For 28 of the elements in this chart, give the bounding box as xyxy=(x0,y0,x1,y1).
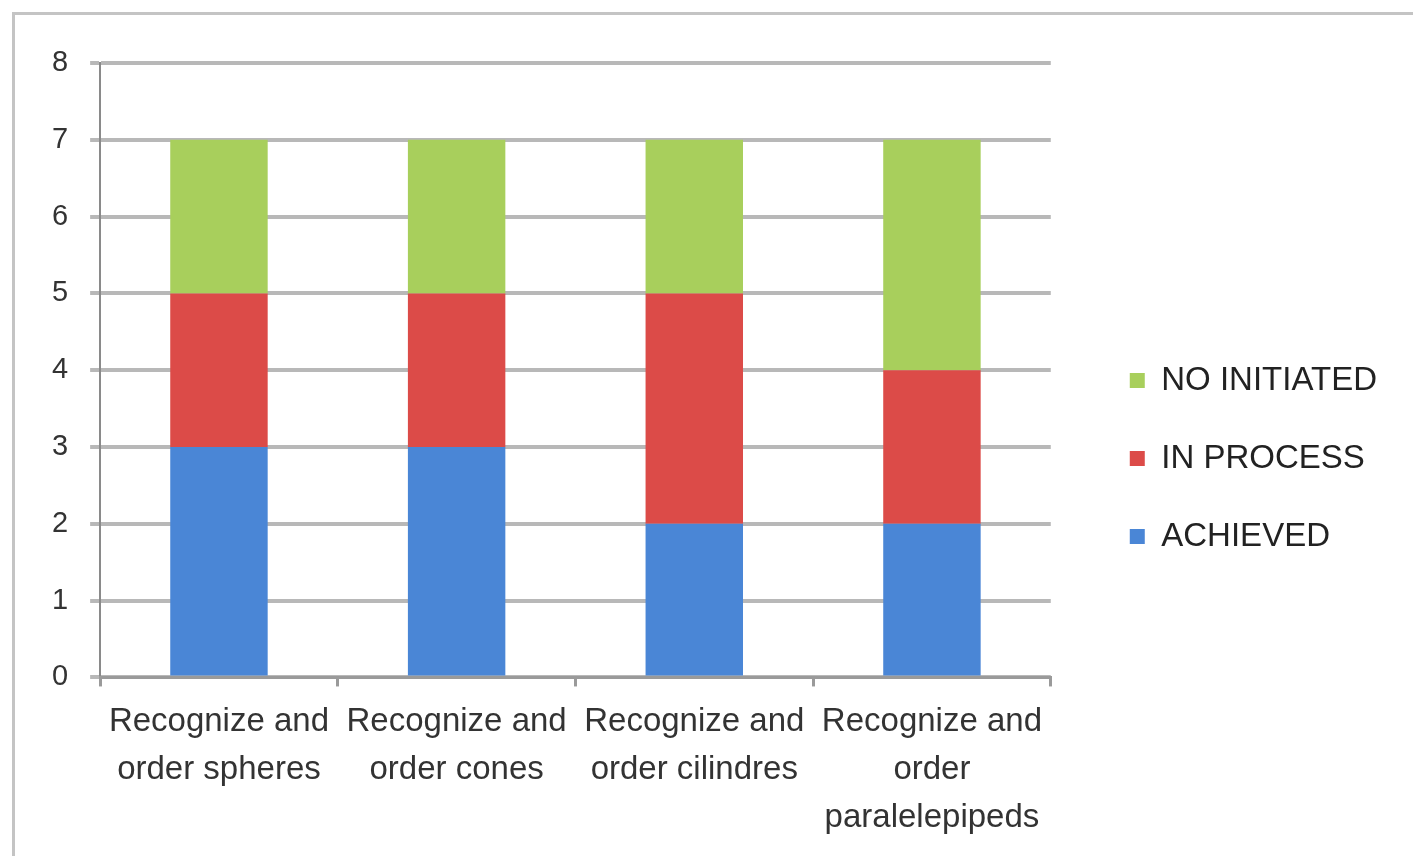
x-tick-label: Recognize and order cones xyxy=(346,701,567,787)
x-tick-label: Recognize and order cilindres xyxy=(584,701,805,787)
y-tick-label: 3 xyxy=(51,429,69,462)
y-tick-label: 8 xyxy=(51,45,69,77)
bar xyxy=(407,447,506,676)
legend-label: ACHIEVED xyxy=(1161,515,1330,553)
bar xyxy=(407,293,506,448)
x-tick-label: Recognize and order spheres xyxy=(108,701,330,787)
bar xyxy=(645,523,743,676)
bar xyxy=(645,293,743,524)
bar xyxy=(170,139,268,294)
y-tick-label: 1 xyxy=(51,582,69,615)
bar xyxy=(170,293,268,448)
y-tick-label: 6 xyxy=(51,198,69,231)
bar xyxy=(645,139,743,294)
bar xyxy=(883,370,981,524)
legend-label: NO INITIATED xyxy=(1161,359,1378,397)
bar xyxy=(883,139,981,371)
legend-label: IN PROCESS xyxy=(1161,437,1365,475)
bar xyxy=(883,523,981,676)
y-tick-label: 7 xyxy=(51,121,69,154)
y-tick-label: 2 xyxy=(51,505,69,538)
x-tick-label: Recognize and order paralelepipeds xyxy=(821,701,1043,835)
y-tick-label: 0 xyxy=(51,659,69,692)
y-tick-label: 4 xyxy=(51,352,69,385)
bar xyxy=(407,139,506,294)
y-tick-label: 5 xyxy=(51,275,69,308)
bar xyxy=(170,447,268,676)
